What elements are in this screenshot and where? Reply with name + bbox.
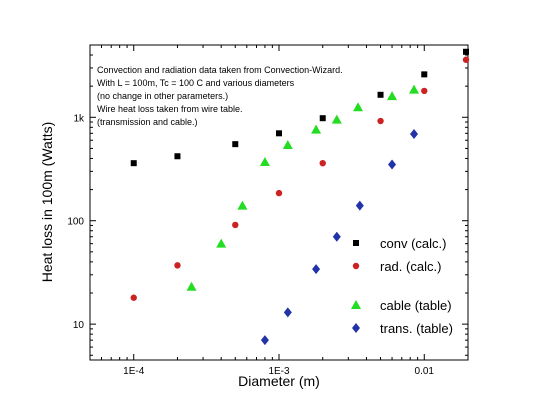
annotation-block: Convection and radiation data taken from… xyxy=(97,65,343,127)
data-point xyxy=(353,102,364,112)
data-point xyxy=(260,335,269,346)
axis-tick-labels: 1E-4 1E-3 0.01 10 100 1k xyxy=(67,113,434,377)
y-tick-label: 10 xyxy=(73,320,85,331)
data-point xyxy=(216,238,227,248)
data-point xyxy=(319,159,326,167)
data-point xyxy=(130,294,137,301)
legend-label: rad. (calc.) xyxy=(380,259,441,274)
data-point xyxy=(319,115,326,122)
data-point xyxy=(421,71,428,78)
data-point xyxy=(174,153,181,160)
data-point xyxy=(388,159,397,170)
data-point xyxy=(421,87,428,95)
data-point xyxy=(276,130,282,137)
data-point xyxy=(312,264,321,275)
y-tick-label: 1k xyxy=(73,113,85,124)
data-point xyxy=(377,91,384,98)
legend-marker xyxy=(351,300,361,309)
data-point xyxy=(462,56,470,63)
y-axis-title: Heat loss in 100m (Watts) xyxy=(39,122,55,283)
legend-label: cable (table) xyxy=(380,298,452,313)
legend-marker xyxy=(353,240,359,246)
data-point xyxy=(232,221,239,229)
x-axis-title: Diameter (m) xyxy=(238,373,320,389)
data-point xyxy=(282,139,293,149)
annotation-line: Wire heat loss taken from wire table. xyxy=(97,104,243,114)
data-point xyxy=(409,84,420,94)
data-point xyxy=(275,189,283,197)
annotation-line: (no change in other parameters.) xyxy=(97,91,228,101)
x-tick-label: 1E-4 xyxy=(123,366,145,377)
x-tick-label: 1E-3 xyxy=(268,366,290,377)
data-point xyxy=(463,48,469,55)
data-point xyxy=(237,200,248,210)
data-point xyxy=(174,262,181,269)
data-point xyxy=(232,141,239,148)
data-point xyxy=(331,114,342,124)
data-point xyxy=(355,200,364,211)
legend: conv (calc.) rad. (calc.) cable (table) tra… xyxy=(351,236,453,336)
axis-ticks xyxy=(89,44,469,360)
data-point xyxy=(311,124,322,134)
data-point xyxy=(387,91,398,101)
y-tick-label: 100 xyxy=(67,217,84,228)
annotation-line: (transmission and cable.) xyxy=(97,117,198,127)
legend-marker xyxy=(352,323,360,333)
data-point xyxy=(259,156,270,166)
legend-label: trans. (table) xyxy=(380,321,453,336)
data-point xyxy=(410,128,419,139)
data-point xyxy=(283,307,292,318)
legend-marker xyxy=(352,262,360,270)
data-point xyxy=(186,281,197,291)
data-points xyxy=(130,48,470,346)
x-tick-label: 0.01 xyxy=(415,366,435,377)
data-point xyxy=(332,231,341,242)
data-point xyxy=(130,160,137,167)
data-point xyxy=(377,117,384,125)
legend-label: conv (calc.) xyxy=(380,236,446,251)
annotation-line: With L = 100m, Tc = 100 C and various di… xyxy=(97,78,295,88)
annotation-line: Convection and radiation data taken from… xyxy=(97,65,343,75)
